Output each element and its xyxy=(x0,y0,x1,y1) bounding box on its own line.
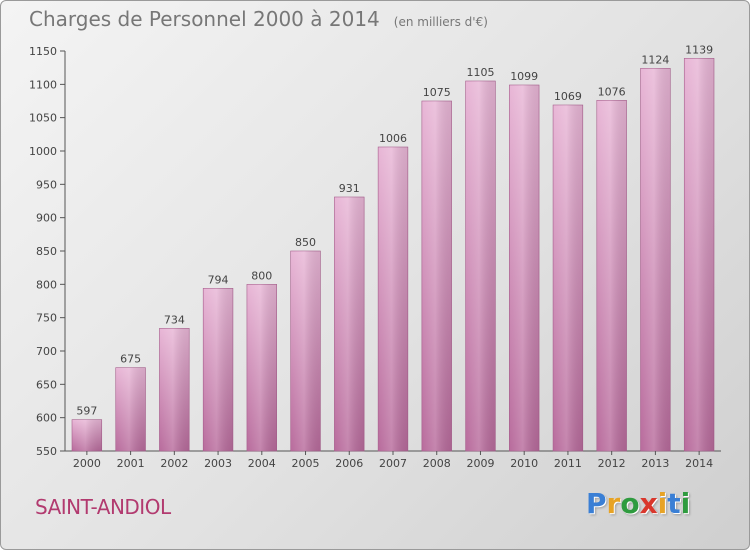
y-tick-label: 950 xyxy=(36,178,57,191)
bar-group xyxy=(465,80,496,452)
bar-group xyxy=(421,100,452,452)
bar-group xyxy=(552,104,584,452)
y-tick-label: 750 xyxy=(36,312,57,325)
data-label: 1124 xyxy=(641,53,669,66)
y-tick-label: 650 xyxy=(36,378,57,391)
bar-shine xyxy=(159,328,190,451)
title-text: Charges de Personnel 2000 à 2014 xyxy=(29,7,380,31)
logo-letter: P xyxy=(586,487,607,520)
y-tick-label: 600 xyxy=(36,412,57,425)
bar-group xyxy=(640,68,671,452)
bar-chart: 550 600 650 700 750 800 850 900 950 1000 1050 1100 1… xyxy=(29,43,721,470)
bar-group xyxy=(202,288,234,452)
data-label: 931 xyxy=(339,182,360,195)
data-label: 734 xyxy=(164,313,185,326)
x-tick-label: 2000 xyxy=(73,457,101,470)
bar-shine xyxy=(509,85,540,451)
bar-shine xyxy=(378,147,408,451)
bar-group xyxy=(377,146,409,452)
y-tick-label: 700 xyxy=(36,345,57,358)
place-name: SAINT-ANDIOL xyxy=(35,495,171,519)
bar-group xyxy=(246,284,277,452)
y-tick-label: 550 xyxy=(36,445,57,458)
x-tick-label: 2013 xyxy=(641,457,669,470)
y-tick-label: 800 xyxy=(36,278,57,291)
bar-shine xyxy=(640,68,671,451)
bar-group xyxy=(290,250,321,452)
y-tick-label: 900 xyxy=(36,212,57,225)
bar-group xyxy=(71,419,103,452)
logo-letter: r xyxy=(606,487,621,520)
bar-shine xyxy=(246,284,277,451)
bar-shine xyxy=(596,100,627,451)
logo-letter: x xyxy=(639,487,658,520)
bar-shine xyxy=(421,101,452,451)
y-tick-label: 1150 xyxy=(29,45,57,58)
x-tick-label: 2012 xyxy=(598,457,626,470)
bar-group xyxy=(159,328,190,452)
x-tick-label: 2004 xyxy=(248,457,276,470)
data-label: 1069 xyxy=(554,90,582,103)
chart-title: Charges de Personnel 2000 à 2014 (en mill… xyxy=(29,7,488,31)
data-label: 850 xyxy=(295,236,316,249)
unit-label: (en milliers d'€) xyxy=(393,15,488,29)
data-label: 1075 xyxy=(423,86,451,99)
logo-letter: i xyxy=(680,487,691,520)
x-tick-label: 2009 xyxy=(466,457,494,470)
bar-shine xyxy=(334,197,365,451)
proxiti-logo: Proxiti xyxy=(586,487,690,520)
x-tick-label: 2006 xyxy=(335,457,363,470)
bar-group xyxy=(509,84,540,452)
x-tick-label: 2011 xyxy=(554,457,582,470)
bar-shine xyxy=(465,81,496,451)
bar-group xyxy=(683,58,715,452)
logo-letter: i xyxy=(657,487,668,520)
bar-shine xyxy=(290,251,321,451)
data-label: 1139 xyxy=(685,43,713,56)
bar-group xyxy=(596,100,627,452)
bar-shine xyxy=(203,288,233,451)
data-label: 1099 xyxy=(510,70,538,83)
x-tick-label: 2002 xyxy=(160,457,188,470)
x-tick-label: 2003 xyxy=(204,457,232,470)
data-label: 675 xyxy=(120,353,141,366)
data-label: 1006 xyxy=(379,132,407,145)
bar-shine xyxy=(684,58,715,451)
x-tick-label: 2014 xyxy=(685,457,713,470)
y-tick-label: 1000 xyxy=(29,145,57,158)
bar-group xyxy=(334,196,365,452)
y-tick-label: 850 xyxy=(36,245,57,258)
data-label: 1105 xyxy=(466,66,494,79)
data-label: 597 xyxy=(76,405,97,418)
data-label: 794 xyxy=(208,273,229,286)
bar-group xyxy=(115,367,146,452)
x-tick-label: 2010 xyxy=(510,457,538,470)
x-tick-label: 2008 xyxy=(423,457,451,470)
x-tick-label: 2005 xyxy=(292,457,320,470)
bar-shine xyxy=(553,105,583,451)
logo-letter: t xyxy=(667,487,681,520)
bar-shine xyxy=(115,367,146,451)
y-tick-label: 1100 xyxy=(29,78,57,91)
data-label: 800 xyxy=(251,269,272,282)
bar-shine xyxy=(71,419,102,451)
logo-letter: o xyxy=(620,487,640,520)
x-tick-label: 2007 xyxy=(379,457,407,470)
data-label: 1076 xyxy=(598,85,626,98)
y-tick-label: 1050 xyxy=(29,112,57,125)
x-tick-label: 2001 xyxy=(117,457,145,470)
